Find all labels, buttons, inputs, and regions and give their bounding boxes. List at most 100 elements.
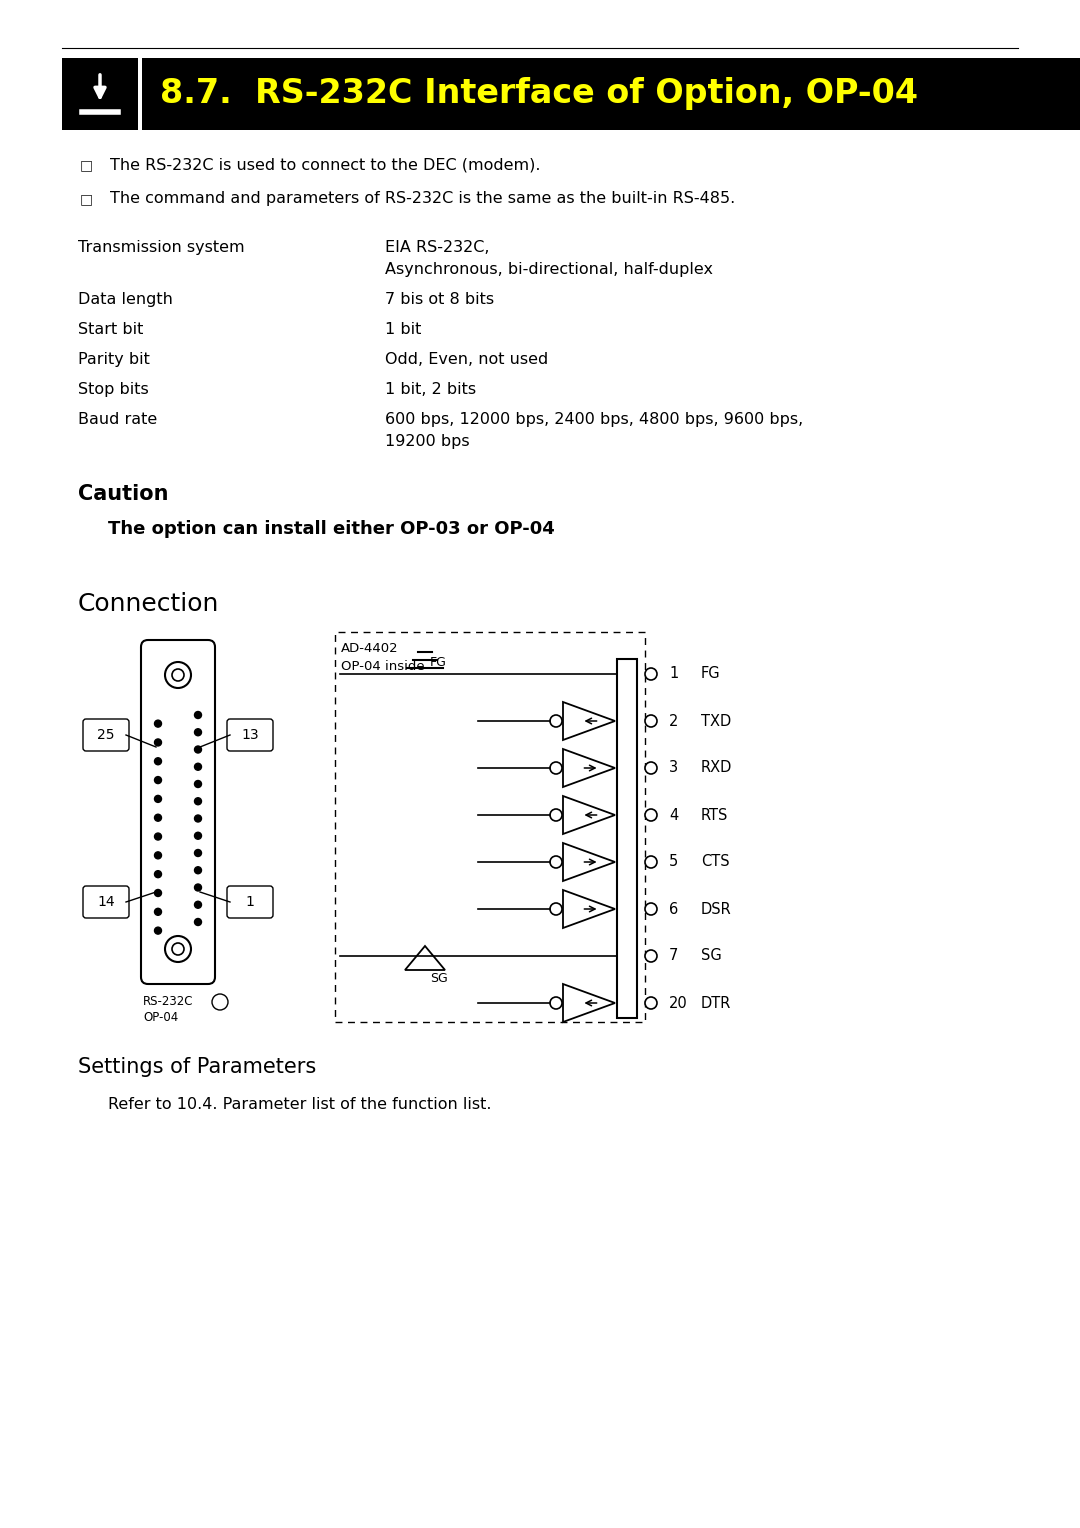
Text: DTR: DTR	[701, 996, 731, 1010]
Circle shape	[645, 808, 657, 821]
Circle shape	[154, 889, 162, 897]
FancyBboxPatch shape	[141, 640, 215, 984]
Bar	[141, 58, 1080, 130]
Bar	[335, 633, 645, 1022]
Text: Baud rate: Baud rate	[78, 413, 158, 426]
Circle shape	[194, 833, 202, 839]
Circle shape	[194, 746, 202, 753]
Text: 600 bps, 12000 bps, 2400 bps, 4800 bps, 9600 bps,: 600 bps, 12000 bps, 2400 bps, 4800 bps, …	[384, 413, 804, 426]
Text: 1: 1	[669, 666, 678, 681]
Text: □: □	[80, 157, 93, 173]
Circle shape	[154, 814, 162, 821]
Text: The command and parameters of RS-232C is the same as the built-in RS-485.: The command and parameters of RS-232C is…	[110, 191, 735, 206]
Circle shape	[645, 950, 657, 963]
FancyBboxPatch shape	[227, 720, 273, 750]
Polygon shape	[563, 701, 615, 740]
Bar	[617, 659, 637, 1018]
Circle shape	[645, 762, 657, 775]
Circle shape	[154, 758, 162, 764]
Circle shape	[194, 764, 202, 770]
Text: 3: 3	[669, 761, 678, 776]
Circle shape	[550, 996, 562, 1008]
Text: FG: FG	[701, 666, 720, 681]
Text: FG: FG	[430, 656, 447, 669]
Circle shape	[645, 715, 657, 727]
Text: 13: 13	[241, 727, 259, 743]
Text: SG: SG	[701, 949, 721, 964]
Circle shape	[194, 798, 202, 805]
Circle shape	[550, 903, 562, 915]
Circle shape	[645, 856, 657, 868]
Text: Odd, Even, not used: Odd, Even, not used	[384, 351, 549, 367]
Circle shape	[154, 871, 162, 877]
Polygon shape	[563, 843, 615, 882]
Text: Asynchronous, bi-directional, half-duplex: Asynchronous, bi-directional, half-duple…	[384, 261, 713, 277]
Circle shape	[194, 885, 202, 891]
Circle shape	[172, 669, 184, 681]
Text: Transmission system: Transmission system	[78, 240, 245, 255]
Circle shape	[645, 903, 657, 915]
Text: 1: 1	[245, 895, 255, 909]
Circle shape	[194, 729, 202, 736]
Circle shape	[154, 776, 162, 784]
Text: Caution: Caution	[78, 484, 168, 504]
Text: 8.7.  RS-232C Interface of Option, OP-04: 8.7. RS-232C Interface of Option, OP-04	[160, 78, 918, 110]
Circle shape	[154, 720, 162, 727]
Polygon shape	[563, 749, 615, 787]
Text: DSR: DSR	[701, 902, 732, 917]
Text: 7: 7	[669, 949, 678, 964]
Text: CTS: CTS	[701, 854, 730, 869]
Text: EIA RS-232C,: EIA RS-232C,	[384, 240, 489, 255]
Circle shape	[550, 715, 562, 727]
Text: 14: 14	[97, 895, 114, 909]
Circle shape	[645, 996, 657, 1008]
Circle shape	[165, 662, 191, 688]
Text: 20: 20	[669, 996, 688, 1010]
FancyBboxPatch shape	[83, 720, 129, 750]
Circle shape	[645, 668, 657, 680]
Text: 25: 25	[97, 727, 114, 743]
Text: 4: 4	[669, 807, 678, 822]
Circle shape	[550, 856, 562, 868]
Circle shape	[154, 908, 162, 915]
Polygon shape	[563, 984, 615, 1022]
Circle shape	[154, 927, 162, 934]
Text: 7 bis ot 8 bits: 7 bis ot 8 bits	[384, 292, 495, 307]
Polygon shape	[563, 889, 615, 927]
Circle shape	[194, 712, 202, 718]
Text: AD-4402: AD-4402	[62, 58, 122, 72]
Circle shape	[154, 796, 162, 802]
Circle shape	[194, 866, 202, 874]
Polygon shape	[563, 796, 615, 834]
Text: Page 91: Page 91	[512, 58, 568, 72]
Text: The RS-232C is used to connect to the DEC (modem).: The RS-232C is used to connect to the DE…	[110, 157, 540, 173]
Circle shape	[154, 851, 162, 859]
Text: □: □	[80, 193, 93, 206]
Text: TXD: TXD	[701, 714, 731, 729]
Circle shape	[154, 740, 162, 746]
Circle shape	[154, 833, 162, 840]
Text: Stop bits: Stop bits	[78, 382, 149, 397]
Text: Parity bit: Parity bit	[78, 351, 150, 367]
Text: SG: SG	[430, 972, 448, 986]
Text: Refer to 10.4. Parameter list of the function list.: Refer to 10.4. Parameter list of the fun…	[108, 1097, 491, 1112]
Circle shape	[194, 918, 202, 926]
Text: Settings of Parameters: Settings of Parameters	[78, 1057, 316, 1077]
Text: 2: 2	[669, 714, 678, 729]
Circle shape	[550, 808, 562, 821]
Polygon shape	[405, 946, 445, 970]
Circle shape	[194, 902, 202, 908]
Circle shape	[194, 850, 202, 857]
Text: RXD: RXD	[701, 761, 732, 776]
Text: 1 bit: 1 bit	[384, 322, 421, 338]
Bar	[62, 58, 138, 130]
Text: 6: 6	[669, 902, 678, 917]
Text: 1 bit, 2 bits: 1 bit, 2 bits	[384, 382, 476, 397]
Circle shape	[165, 937, 191, 963]
Text: AD-4402
OP-04 inside: AD-4402 OP-04 inside	[341, 642, 424, 672]
FancyBboxPatch shape	[83, 886, 129, 918]
Text: RS-232C
OP-04: RS-232C OP-04	[143, 995, 193, 1024]
Text: Start bit: Start bit	[78, 322, 144, 338]
Text: Connection: Connection	[78, 591, 219, 616]
Text: Data length: Data length	[78, 292, 173, 307]
